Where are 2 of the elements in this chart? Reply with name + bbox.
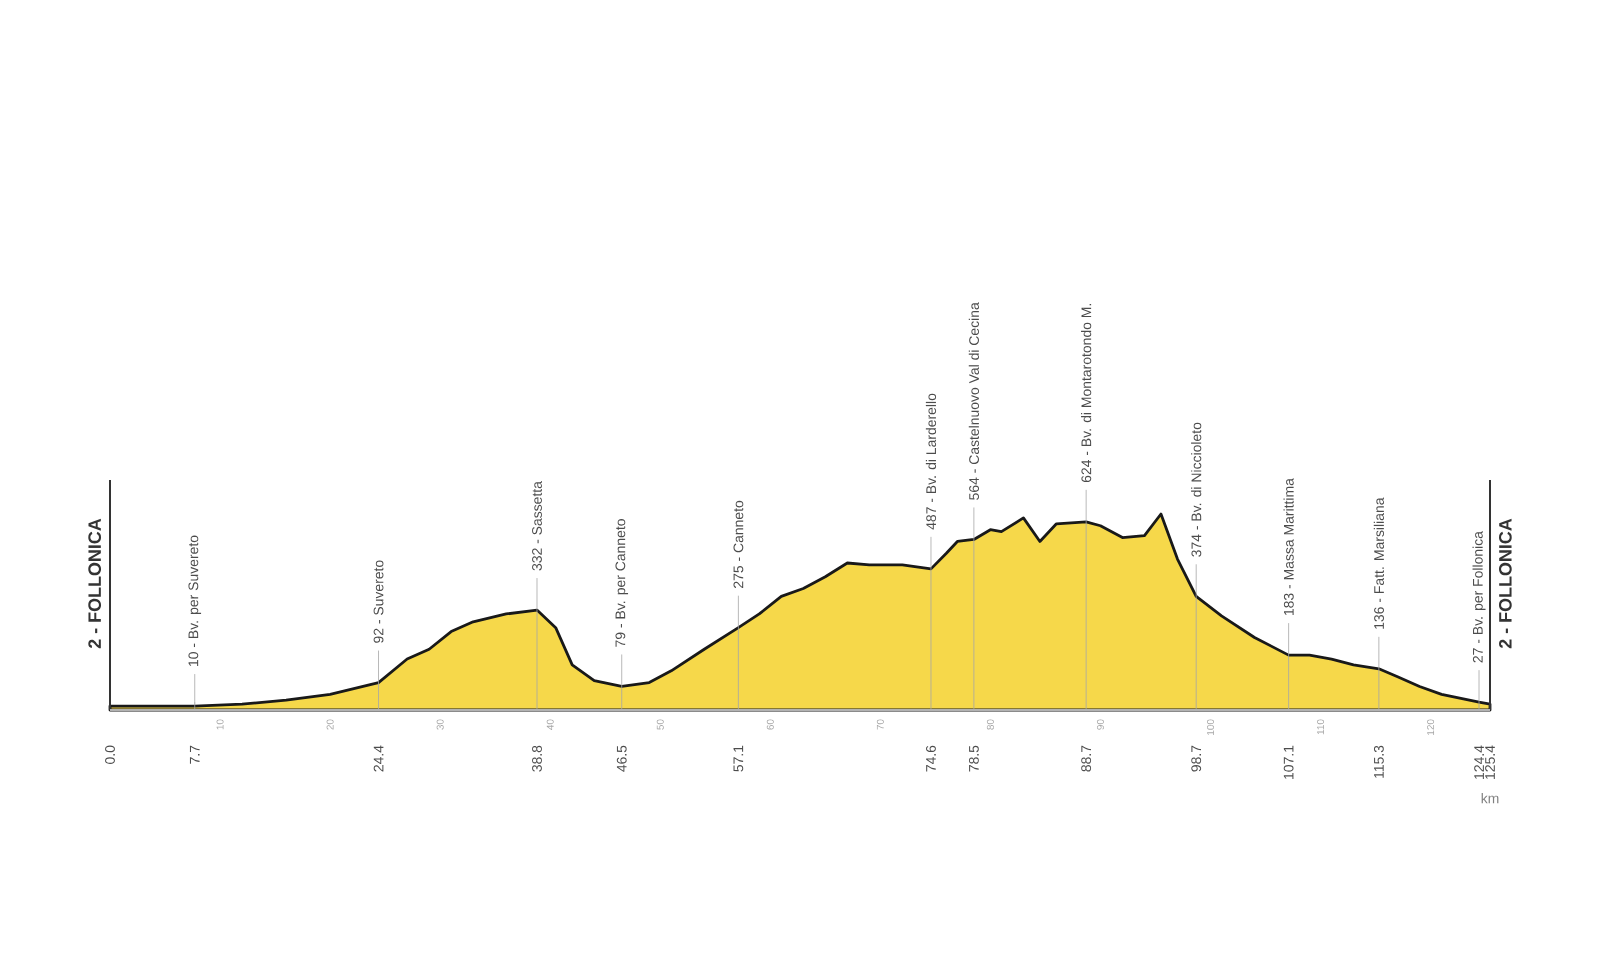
text: 2 - FOLLONICA xyxy=(1499,518,1512,649)
text: 2 - FOLLONICA xyxy=(88,518,102,649)
